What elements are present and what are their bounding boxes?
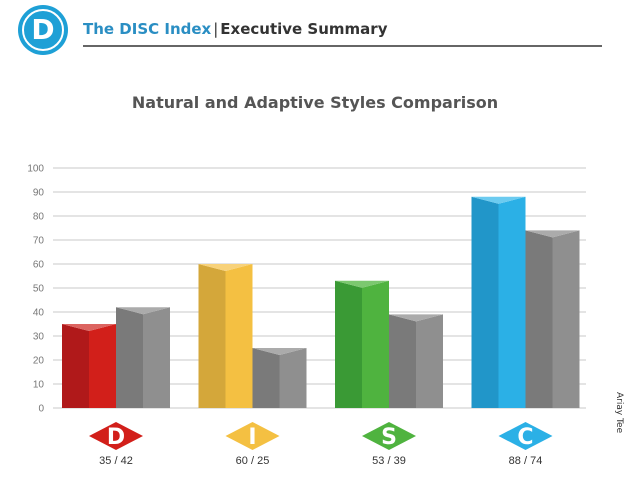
bar-natural-c-right-face (498, 196, 526, 408)
category-diamond-s (362, 422, 416, 450)
category-letter: D (107, 425, 125, 450)
category-letter: I (248, 425, 256, 450)
y-tick-label: 60 (33, 260, 45, 271)
bar-natural-d-right-face (89, 324, 116, 408)
y-tick-label: 10 (33, 380, 45, 391)
bar-adaptive-i-right-face (279, 348, 307, 408)
bar-adaptive-s-right-face (416, 314, 443, 408)
y-tick-label: 80 (33, 212, 45, 223)
bar-adaptive-d-right-face (143, 307, 170, 408)
bar-natural-s-top (335, 280, 389, 288)
y-tick-label: 90 (33, 188, 45, 199)
section-title: Executive Summary (220, 20, 388, 38)
bar-natural-c-top (471, 196, 526, 204)
bar-adaptive-i-top (252, 348, 307, 355)
header-separator: | (213, 20, 219, 38)
author-name: Ariay Tee (614, 392, 624, 434)
category-letter: S (381, 425, 397, 450)
y-tick-label: 50 (33, 284, 45, 295)
page-header: The DISC Index | Executive Summary (83, 20, 387, 38)
bar-natural-d-left-face (62, 324, 89, 408)
category-diamond-i (225, 422, 280, 450)
bar-natural-i-top (198, 264, 253, 271)
bar-natural-s-right-face (362, 280, 389, 408)
y-tick-label: 0 (38, 404, 44, 415)
chart-title: Natural and Adaptive Styles Comparison (131, 93, 499, 112)
bar-adaptive-s-left-face (389, 314, 416, 408)
y-tick-label: 20 (33, 356, 45, 367)
category-value-label: 35 / 42 (99, 455, 133, 467)
bar-natural-i-left-face (198, 264, 226, 408)
bar-natural-s-left-face (335, 280, 362, 408)
brand-name: The DISC Index (83, 20, 212, 38)
category-diamond-d (89, 422, 143, 450)
bar-adaptive-s-top (389, 314, 443, 322)
bar-natural-i-right-face (225, 264, 253, 408)
bar-natural-d-top (62, 324, 116, 331)
bar-adaptive-c-left-face (525, 230, 553, 408)
bar-adaptive-d-left-face (116, 307, 143, 408)
bar-adaptive-d-top (116, 307, 170, 315)
bar-adaptive-i-left-face (252, 348, 280, 408)
y-tick-label: 100 (27, 164, 44, 175)
bar-adaptive-c-right-face (552, 230, 580, 408)
category-diamond-c (498, 422, 553, 450)
bar-natural-c-left-face (471, 196, 499, 408)
disc-logo: D (18, 5, 68, 55)
logo-letter: D (22, 9, 64, 51)
y-tick-label: 40 (33, 308, 45, 319)
y-tick-label: 70 (33, 236, 45, 247)
category-letter: C (517, 425, 533, 450)
category-value-label: 53 / 39 (372, 455, 406, 467)
header-rule (83, 45, 602, 47)
category-value-label: 60 / 25 (236, 455, 270, 467)
y-tick-label: 30 (33, 332, 45, 343)
category-value-label: 88 / 74 (509, 455, 543, 467)
bar-adaptive-c-top (525, 230, 580, 238)
